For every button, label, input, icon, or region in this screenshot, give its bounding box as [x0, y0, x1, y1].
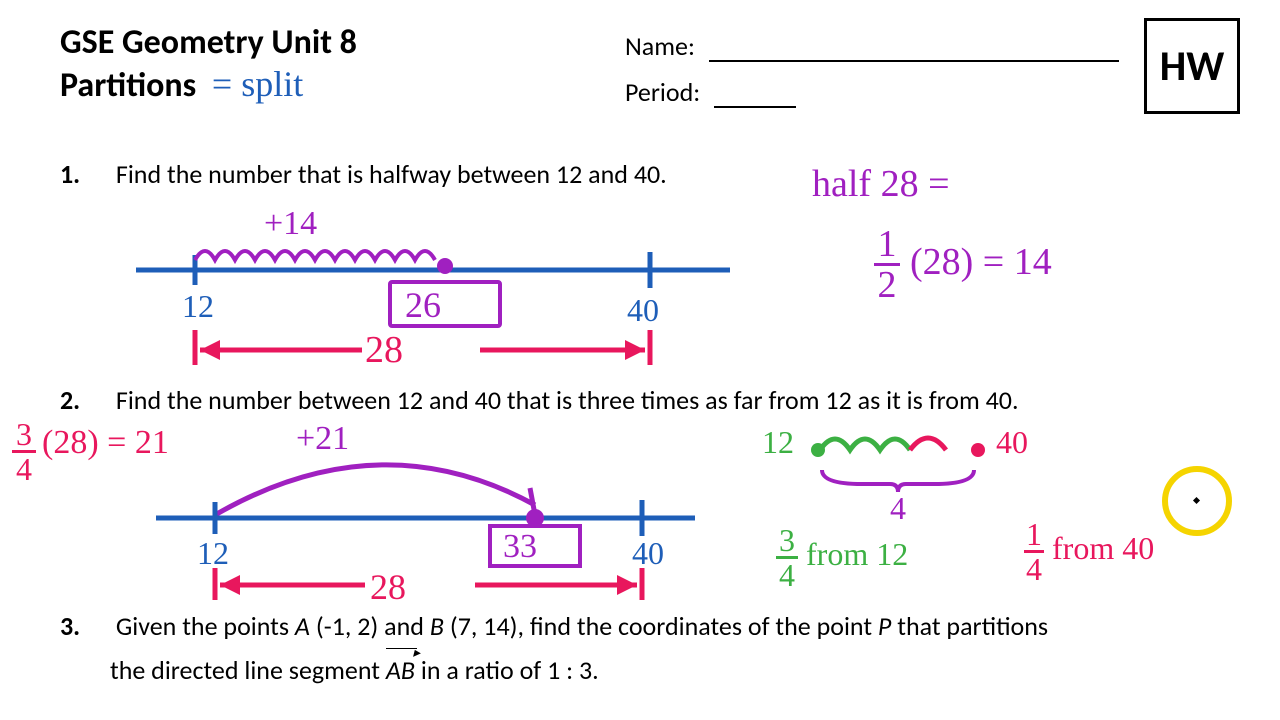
problem-text: Find the number that is halfway between …	[116, 158, 667, 190]
annot-half-frac: 1 2	[874, 225, 900, 304]
annot-from40: 1 4 from 40	[1024, 518, 1154, 585]
annot-12b: 12	[197, 535, 229, 572]
problem-text: Find the number between 12 and 40 that i…	[116, 384, 1019, 416]
problem-number: 3.	[60, 610, 110, 642]
annot-12a: 12	[182, 288, 214, 325]
split-annotation: = split	[212, 64, 303, 104]
annot-plus14: +14	[264, 205, 317, 243]
annot-small12: 12	[762, 424, 794, 461]
name-period-fields: Name: Period:	[625, 30, 1119, 108]
name-label: Name:	[625, 30, 695, 62]
problem-3: 3. Given the points A (-1, 2) and B (7, …	[60, 610, 1220, 686]
hw-badge: HW	[1144, 18, 1240, 114]
annot-from12: 3 4 from 12	[776, 524, 908, 591]
problem-1: 1. Find the number that is halfway betwe…	[60, 158, 1220, 190]
annot-28a: 28	[365, 328, 403, 372]
annot-40b: 40	[632, 535, 664, 572]
problem-number: 2.	[60, 384, 110, 416]
annot-3over4: 3 4	[12, 418, 36, 485]
name-input-line[interactable]	[709, 60, 1119, 62]
annot-small40: 40	[996, 424, 1028, 461]
annot-28b: 28	[370, 566, 406, 608]
annot-four: 4	[890, 490, 906, 527]
period-input-line[interactable]	[714, 106, 796, 108]
annot-half-eq: (28) = 14	[910, 240, 1052, 284]
ratio-diagram	[808, 428, 998, 498]
annot-26: 26	[405, 284, 441, 326]
number-line-2	[150, 450, 730, 610]
period-label: Period:	[625, 76, 700, 108]
annot-40a: 40	[627, 292, 659, 329]
annot-half28: half 28 =	[812, 162, 950, 206]
problem-2: 2. Find the number between 12 and 40 tha…	[60, 384, 1220, 416]
segment-AB: ▸AB	[386, 654, 415, 686]
annot-33: 33	[503, 528, 537, 566]
problem-number: 1.	[60, 158, 110, 190]
